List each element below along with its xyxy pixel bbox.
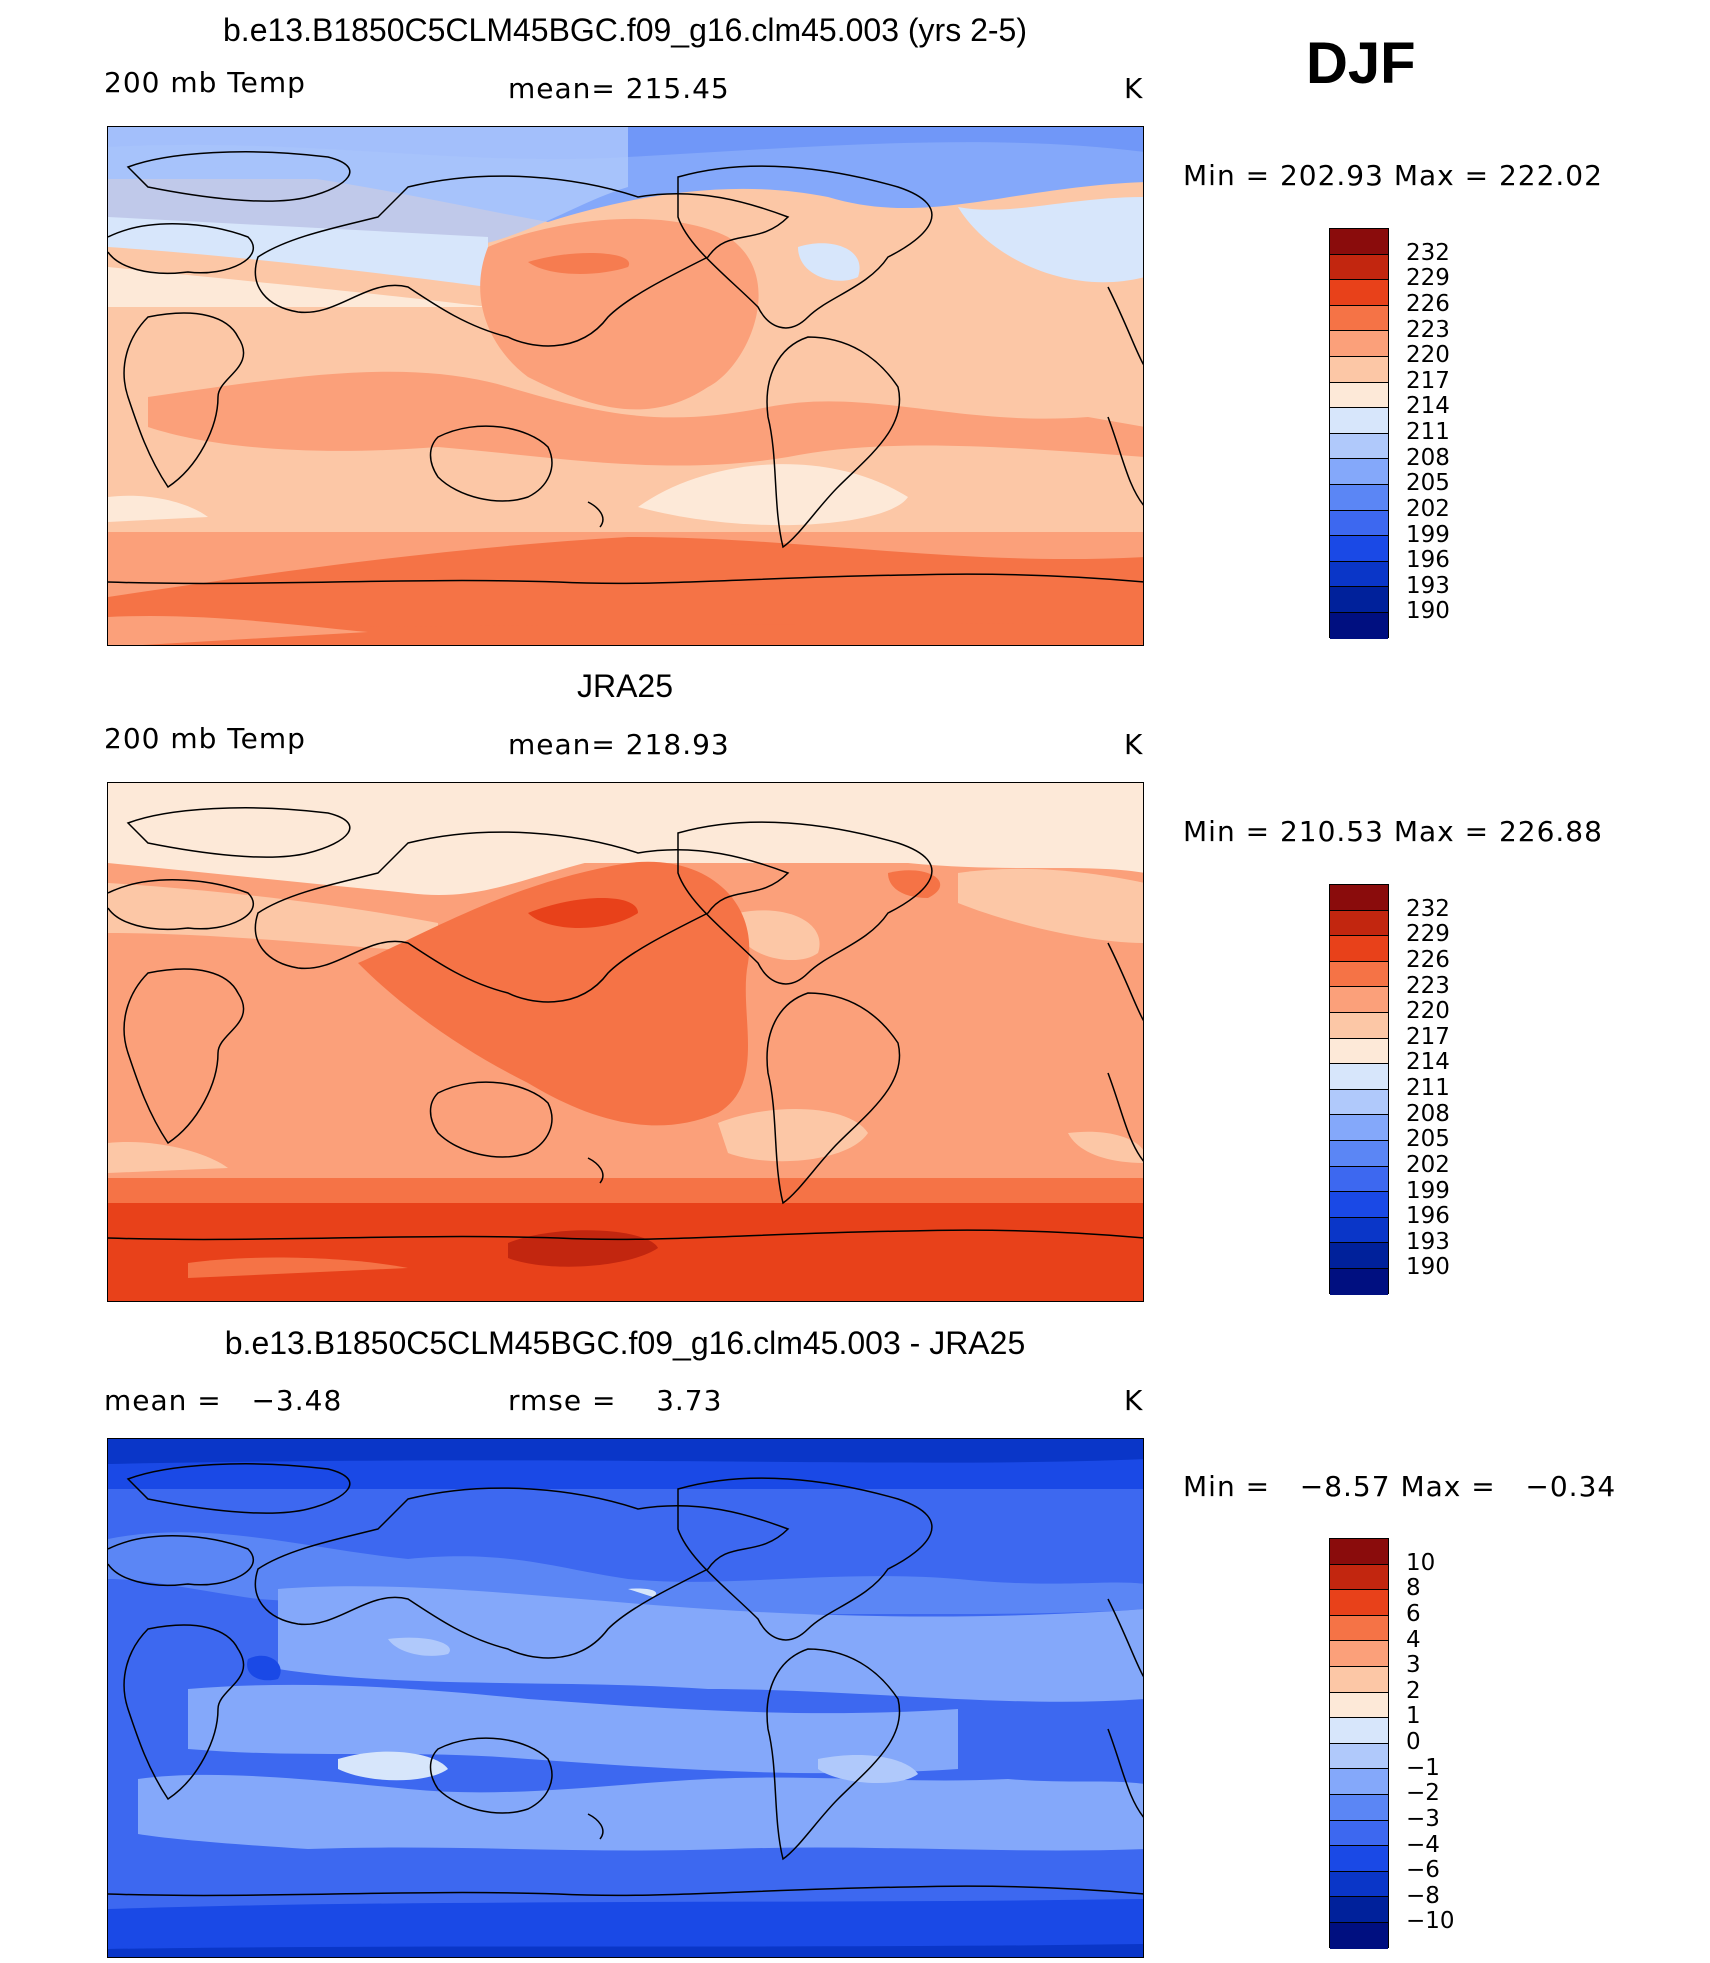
panel-1-title: b.e13.B1850C5CLM45BGC.f09_g16.clm45.003 … <box>223 12 1027 48</box>
colorbar-tick-label: 205 <box>1406 470 1450 497</box>
colorbar-tick-label: 0 <box>1406 1729 1421 1755</box>
colorbar-tick-label: 196 <box>1406 547 1450 574</box>
colorbar-tick-label: 199 <box>1406 521 1450 548</box>
colorbar-tick-label: 6 <box>1406 1600 1421 1627</box>
panel-3-colorbar <box>1329 1538 1389 1949</box>
colorbar-tick-label: −10 <box>1406 1908 1455 1935</box>
panel-2-colorbar <box>1329 884 1389 1295</box>
season-label: DJF <box>1306 31 1416 96</box>
colorbar-tick-label: 211 <box>1406 1075 1450 1101</box>
colorbar-tick-label: 8 <box>1406 1575 1421 1602</box>
panel-3-minmax-label: Min = −8.57 Max = −0.34 <box>1183 1470 1617 1503</box>
colorbar-tick-label: 217 <box>1406 367 1450 394</box>
colorbar-tick-label: 202 <box>1406 1151 1450 1178</box>
colorbar-tick-label: 193 <box>1406 1228 1450 1255</box>
colorbar-tick-label: 220 <box>1406 998 1450 1025</box>
panel-1-units-label: K <box>1124 72 1144 105</box>
colorbar-tick-label: 214 <box>1406 393 1450 420</box>
panel-2-minmax-label: Min = 210.53 Max = 226.88 <box>1183 815 1603 848</box>
colorbar-tick-label: 226 <box>1406 946 1450 973</box>
colorbar-tick-label: −3 <box>1406 1805 1440 1832</box>
colorbar-tick-label: 3 <box>1406 1652 1421 1679</box>
colorbar-tick-label: 202 <box>1406 495 1450 522</box>
colorbar-tick-label: 190 <box>1406 1254 1450 1281</box>
colorbar-tick-label: 220 <box>1406 342 1450 369</box>
panel-1-minmax-label: Min = 202.93 Max = 222.02 <box>1183 159 1603 192</box>
colorbar-tick-label: −4 <box>1406 1831 1440 1858</box>
panel-3-map <box>107 1438 1144 1958</box>
colorbar-tick-label: 232 <box>1406 895 1450 922</box>
colorbar-tick-label: 229 <box>1406 921 1450 948</box>
colorbar-tick-label: 193 <box>1406 572 1450 599</box>
panel-3-title: b.e13.B1850C5CLM45BGC.f09_g16.clm45.003 … <box>224 1325 1026 1361</box>
panel-1-map <box>107 126 1144 646</box>
colorbar-tick-label: 2 <box>1406 1677 1421 1704</box>
colorbar-tick-label: 211 <box>1406 419 1450 445</box>
colorbar-tick-label: 208 <box>1406 444 1450 471</box>
colorbar-tick-label: 226 <box>1406 290 1450 317</box>
colorbar-tick-label: 190 <box>1406 598 1450 625</box>
colorbar-tick-label: 199 <box>1406 1177 1450 1204</box>
panel-3-mean-label: mean = −3.48 <box>104 1384 343 1417</box>
colorbar-tick-label: −6 <box>1406 1857 1440 1884</box>
panel-1-variable-label: 200 mb Temp <box>104 66 306 99</box>
panel-2-variable-label: 200 mb Temp <box>104 722 306 755</box>
colorbar-tick-label: 217 <box>1406 1023 1450 1050</box>
colorbar-tick-label: 4 <box>1406 1626 1421 1653</box>
panel-1-colorbar <box>1329 228 1389 639</box>
colorbar-tick-label: −1 <box>1406 1754 1440 1781</box>
panel-2-title: JRA25 <box>576 668 674 704</box>
panel-2-map <box>107 782 1144 1302</box>
colorbar-tick-label: 205 <box>1406 1126 1450 1153</box>
panel-2-mean-label: mean= 218.93 <box>508 728 730 761</box>
colorbar-tick-label: 223 <box>1406 972 1450 999</box>
panel-2-units-label: K <box>1124 728 1144 761</box>
colorbar-tick-label: −2 <box>1406 1780 1440 1807</box>
colorbar-tick-label: 10 <box>1406 1549 1436 1576</box>
colorbar-tick-label: 214 <box>1406 1049 1450 1076</box>
panel-3-rmse-label: rmse = 3.73 <box>508 1384 723 1417</box>
colorbar-tick-label: 196 <box>1406 1203 1450 1230</box>
colorbar-tick-label: 208 <box>1406 1100 1450 1127</box>
panel-1-mean-label: mean= 215.45 <box>508 72 730 105</box>
colorbar-tick-label: −8 <box>1406 1882 1440 1909</box>
colorbar-tick-label: 232 <box>1406 239 1450 266</box>
colorbar-tick-label: 1 <box>1406 1703 1421 1730</box>
colorbar-tick-label: 229 <box>1406 265 1450 292</box>
colorbar-tick-label: 223 <box>1406 316 1450 343</box>
panel-3-units-label: K <box>1124 1384 1144 1417</box>
